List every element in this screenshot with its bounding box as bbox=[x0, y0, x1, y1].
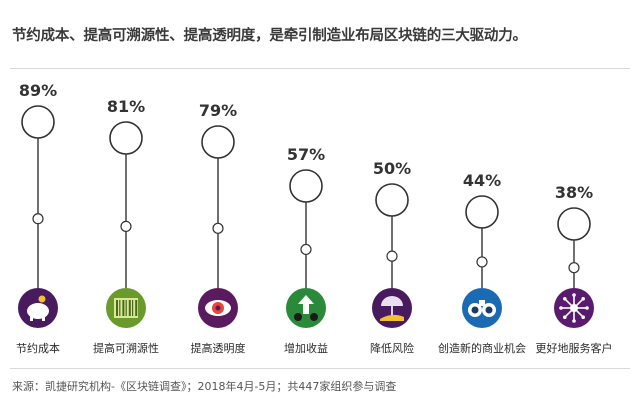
growth-arrow-icon bbox=[286, 288, 326, 328]
stem-node bbox=[386, 250, 398, 262]
category-label: 提高透明度 bbox=[190, 342, 246, 355]
title-divider bbox=[10, 68, 630, 69]
value-marker bbox=[201, 125, 235, 159]
value-marker bbox=[557, 207, 591, 241]
value-label: 79% bbox=[198, 101, 238, 120]
value-label: 50% bbox=[372, 159, 412, 178]
value-marker bbox=[109, 121, 143, 155]
barcode-icon bbox=[106, 288, 146, 328]
category-label: 降低风险 bbox=[370, 342, 414, 355]
stem-node bbox=[120, 220, 132, 232]
category-label: 提高可溯源性 bbox=[93, 342, 159, 355]
stem-node bbox=[476, 256, 488, 268]
value-label: 57% bbox=[286, 145, 326, 164]
category-label: 节约成本 bbox=[16, 342, 60, 355]
value-marker bbox=[289, 169, 323, 203]
value-label: 81% bbox=[106, 97, 146, 116]
value-marker bbox=[375, 183, 409, 217]
stem-node bbox=[300, 243, 312, 256]
value-marker bbox=[465, 195, 499, 229]
value-label: 38% bbox=[554, 183, 594, 202]
source-note: 来源：凯捷研究机构-《区块链调查》；2018年4月-5月；共447家组织参与调查 bbox=[12, 380, 397, 393]
category-label: 增加收益 bbox=[284, 342, 328, 355]
network-burst-icon bbox=[554, 288, 594, 328]
category-label: 更好地服务客户 bbox=[535, 342, 613, 355]
umbrella-hand-icon bbox=[372, 288, 412, 328]
eye-icon bbox=[198, 288, 238, 328]
source-divider bbox=[10, 368, 630, 369]
category-label: 创造新的商业机会 bbox=[438, 342, 526, 355]
value-label: 89% bbox=[18, 81, 58, 100]
chart-title: 节约成本、提高可溯源性、提高透明度，是牵引制造业布局区块链的三大驱动力。 bbox=[12, 28, 527, 44]
value-label: 44% bbox=[462, 171, 502, 190]
stem-node bbox=[568, 262, 580, 274]
stem-node bbox=[212, 222, 224, 234]
value-marker bbox=[21, 105, 55, 139]
piggy-bank-icon bbox=[18, 288, 58, 328]
binoculars-icon bbox=[462, 288, 502, 328]
stem-node bbox=[32, 213, 44, 225]
